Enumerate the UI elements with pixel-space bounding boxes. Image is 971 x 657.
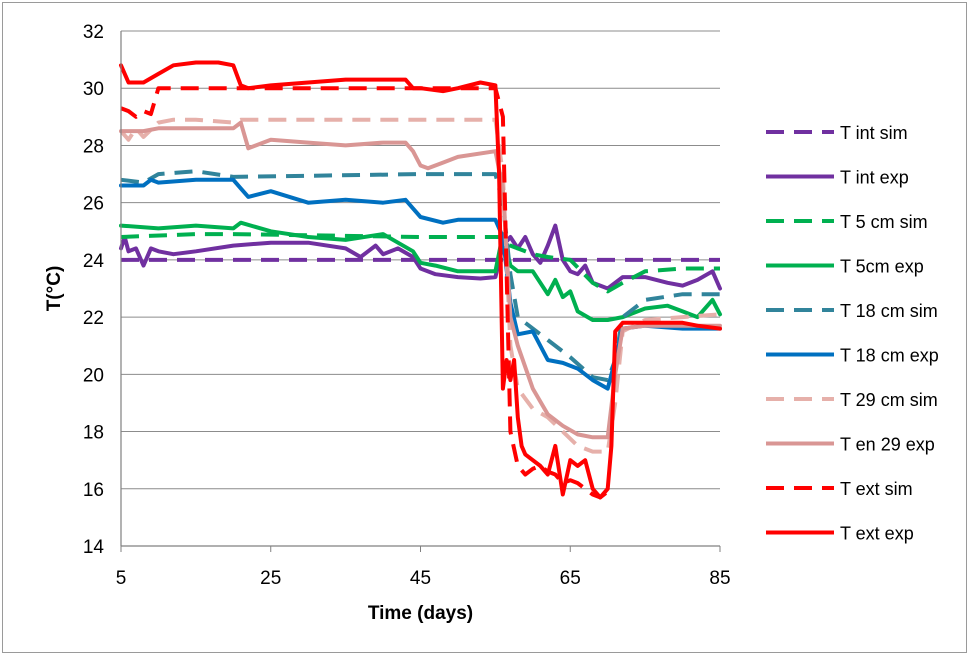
legend-label: T int exp xyxy=(840,168,909,188)
legend-label: T 5 cm sim xyxy=(840,212,928,232)
x-tick-label: 85 xyxy=(709,568,730,589)
series-line-t-29-cm-sim xyxy=(119,117,721,454)
axes xyxy=(120,31,720,547)
x-tick-label: 5 xyxy=(116,568,127,589)
y-tick-label: 20 xyxy=(83,365,104,386)
y-tick-label: 16 xyxy=(83,480,104,501)
legend-label: T 29 cm sim xyxy=(840,390,938,410)
tick-labels: 14 16 18 20 22 24 26 28 30 32 5 25 45 65 85 xyxy=(83,22,731,589)
x-tick-label: 45 xyxy=(410,568,431,589)
series-line-t-en-29-exp xyxy=(119,120,722,440)
legend-label: T 18 cm exp xyxy=(840,346,939,366)
series-line-t-18-cm-exp xyxy=(119,177,722,391)
y-tick-label: 14 xyxy=(83,537,105,558)
series-line-t-ext-sim xyxy=(120,86,609,500)
y-axis-title: T(°C) xyxy=(44,266,65,312)
x-tick-label: 25 xyxy=(260,568,281,589)
series-line-t-int-exp xyxy=(119,223,722,291)
series-line-t-ext-exp xyxy=(119,60,722,500)
y-tick-label: 18 xyxy=(83,423,104,444)
legend-label: T ext sim xyxy=(840,479,913,499)
y-tick-label: 30 xyxy=(83,79,104,100)
legend-label: T 5cm exp xyxy=(840,257,924,277)
y-tick-label: 22 xyxy=(83,308,104,329)
series-line-t-5cm-exp xyxy=(119,220,722,322)
legend: T int sim T int exp T 5 cm sim T 5cm exp T 1… xyxy=(766,123,939,544)
x-axis-title: Time (days) xyxy=(368,603,473,624)
y-tick-label: 26 xyxy=(83,194,104,215)
x-tick-label: 65 xyxy=(560,568,581,589)
legend-label: T 18 cm sim xyxy=(840,301,938,321)
legend-label: T ext exp xyxy=(840,524,914,544)
legend-label: T en 29 exp xyxy=(840,435,935,455)
series-lines xyxy=(119,60,722,500)
y-tick-label: 28 xyxy=(83,136,104,157)
y-tick-label: 32 xyxy=(83,22,104,43)
y-tick-label: 24 xyxy=(83,251,105,272)
legend-label: T int sim xyxy=(840,123,908,143)
